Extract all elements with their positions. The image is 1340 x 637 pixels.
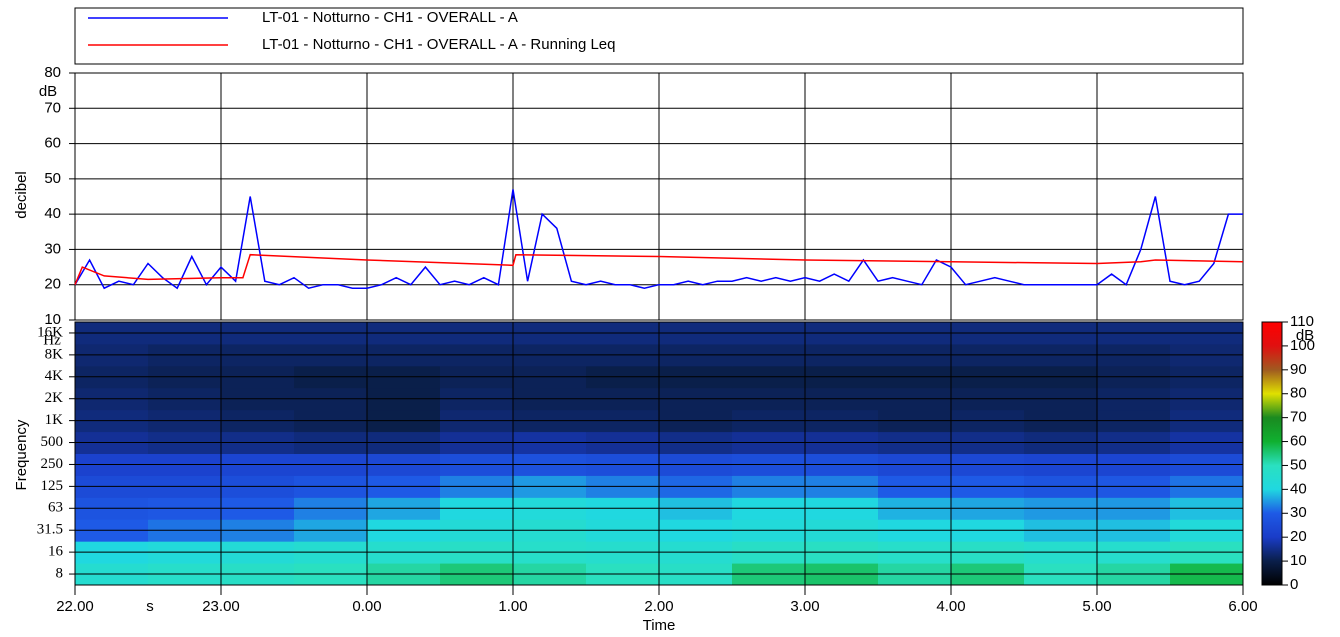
colorbar-tick-label: 0 bbox=[1290, 576, 1298, 593]
colorbar-tick-label: 30 bbox=[1290, 504, 1307, 521]
y-axis-title: Frequency bbox=[13, 419, 30, 490]
x-tick-label: 3.00 bbox=[790, 598, 819, 615]
y-tick-label: 125 bbox=[41, 478, 64, 494]
colorbar-tick-label: 60 bbox=[1290, 433, 1307, 450]
y-axis-title: decibel bbox=[13, 171, 30, 219]
y-tick-label: 63 bbox=[48, 500, 63, 516]
plot-frame bbox=[74, 321, 1244, 586]
level-plot: 10 20 30 40 50 60 70 80 bbox=[44, 64, 1244, 328]
y-tick-label: 8 bbox=[56, 565, 64, 581]
x-unit: s bbox=[146, 598, 154, 615]
legend-box bbox=[74, 7, 1244, 65]
x-tick-label: 22.00 bbox=[56, 598, 94, 615]
y-unit: Hz bbox=[43, 332, 61, 348]
colorbar-tick-label: 50 bbox=[1290, 456, 1307, 473]
x-axis-title: Time bbox=[643, 617, 676, 634]
x-tick-label: 0.00 bbox=[352, 598, 381, 615]
legend-label: LT-01 - Notturno - CH1 - OVERALL - A - R… bbox=[262, 36, 616, 53]
x-tick-label: 6.00 bbox=[1228, 598, 1257, 615]
colorbar-tick-label: 110 bbox=[1290, 313, 1314, 330]
y-tick-label: 30 bbox=[44, 240, 61, 257]
y-tick-label: 70 bbox=[44, 99, 61, 116]
colorbar-tick-label: 90 bbox=[1290, 361, 1307, 378]
x-tick-label: 2.00 bbox=[644, 598, 673, 615]
y-tick-label: 10 bbox=[44, 311, 61, 328]
colorbar-tick-label: 40 bbox=[1290, 480, 1307, 497]
colorbar-unit: dB bbox=[1296, 327, 1314, 344]
x-tick-label: 23.00 bbox=[202, 598, 240, 615]
colorbar-tick-label: 100 bbox=[1290, 337, 1315, 354]
x-tick-label: 1.00 bbox=[498, 598, 527, 615]
y-tick-label: 2K bbox=[45, 390, 64, 406]
legend: LT-01 - Notturno - CH1 - OVERALL - A LT-0… bbox=[88, 9, 616, 53]
y-tick-label: 40 bbox=[44, 205, 61, 222]
y-unit: dB bbox=[39, 83, 57, 100]
y-tick-label: 16K bbox=[37, 324, 63, 340]
colorbar bbox=[1261, 321, 1283, 586]
y-tick-label: 60 bbox=[44, 135, 61, 152]
y-tick-label: 20 bbox=[44, 276, 61, 293]
colorbar-tick-label: 10 bbox=[1290, 552, 1307, 569]
y-tick-label: 80 bbox=[44, 64, 61, 81]
series-line bbox=[74, 189, 1243, 290]
y-tick-label: 16 bbox=[48, 544, 64, 560]
legend-label: LT-01 - Notturno - CH1 - OVERALL - A bbox=[262, 9, 518, 26]
y-tick-label: 1K bbox=[45, 412, 64, 428]
series-line bbox=[74, 253, 1244, 285]
y-tick-label: 4K bbox=[45, 368, 64, 384]
colorbar-tick-label: 70 bbox=[1290, 409, 1307, 426]
y-tick-label: 8K bbox=[45, 346, 64, 362]
y-tick-label: 31.5 bbox=[37, 522, 63, 538]
y-tick-label: 500 bbox=[41, 434, 64, 450]
y-tick-label: 50 bbox=[44, 170, 61, 187]
x-tick-label: 4.00 bbox=[936, 598, 965, 615]
y-tick-label: 250 bbox=[41, 456, 64, 472]
colorbar-tick-label: 80 bbox=[1290, 385, 1307, 402]
colorbar-tick-label: 20 bbox=[1290, 528, 1307, 545]
x-tick-label: 5.00 bbox=[1082, 598, 1111, 615]
